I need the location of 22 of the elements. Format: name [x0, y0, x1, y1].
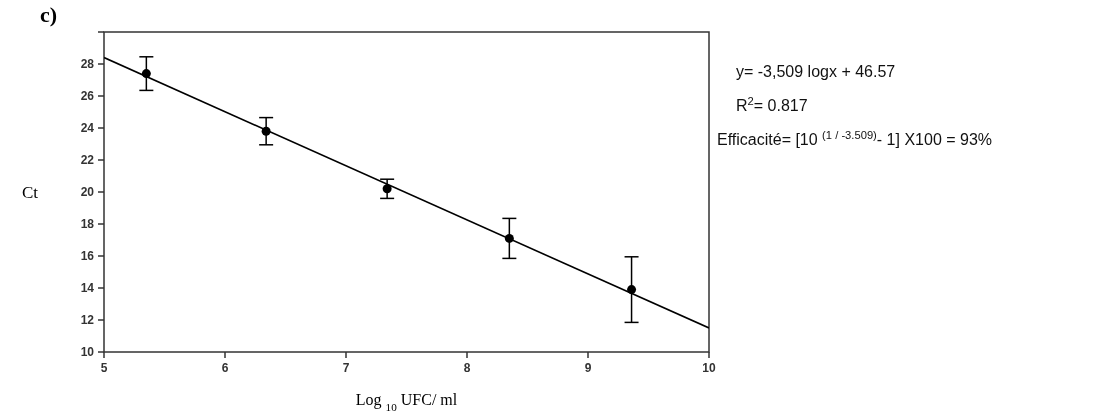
y-tick-label: 14 — [80, 281, 95, 296]
y-tick-label: 28 — [80, 57, 95, 72]
text: y= -3,509 logx + 46.57 — [736, 63, 896, 80]
x-tick-label: 10 — [702, 361, 716, 375]
y-tick-label: 18 — [80, 217, 95, 232]
y-tick-label: 16 — [80, 249, 95, 264]
x-tick-label: 9 — [584, 361, 592, 375]
x-tick-label: 8 — [463, 361, 471, 375]
x-axis-title: Log $_{10}$ UFC/ ml — [355, 391, 458, 413]
y-tick-label: 12 — [80, 313, 95, 328]
y-axis-title: Ct — [22, 183, 39, 202]
x-tick-label: 6 — [221, 361, 229, 375]
y-tick-label: 20 — [80, 185, 95, 200]
x-tick-label: 7 — [342, 361, 350, 375]
x-tick-label: 5 — [100, 361, 108, 375]
text: Efficacité= [10 $^{(1 / -3.509)}$- 1] X100 = 93% — [717, 129, 993, 148]
y-tick-label: 26 — [80, 89, 95, 104]
y-tick-label: 22 — [80, 153, 95, 168]
text: R$^{2}$= 0.817 — [736, 95, 808, 114]
chart-title: c) — [40, 2, 58, 27]
y-tick-label: 24 — [80, 121, 95, 136]
y-tick-label: 10 — [80, 345, 95, 360]
